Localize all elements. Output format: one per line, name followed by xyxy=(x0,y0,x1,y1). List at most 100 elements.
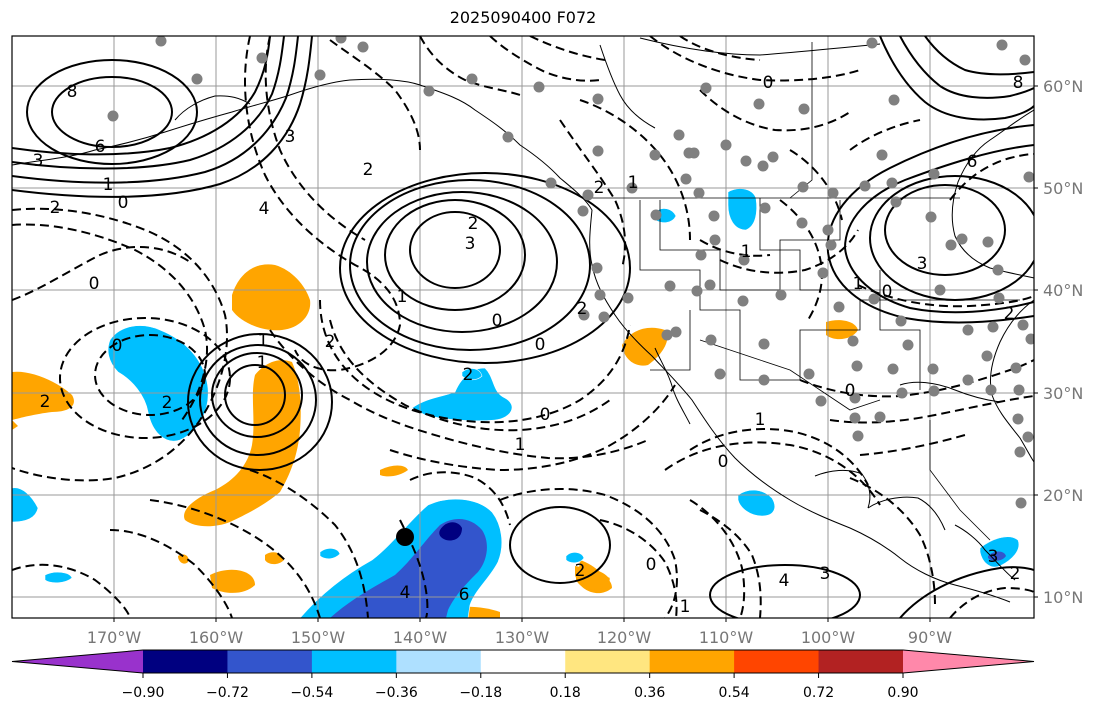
colorbar-tick-label: 0.54 xyxy=(719,685,750,701)
station-dot xyxy=(874,411,886,423)
station-dot xyxy=(191,73,203,85)
station-dot xyxy=(738,254,750,266)
station-dot xyxy=(866,37,878,49)
station-dot xyxy=(962,374,974,386)
longitude-tick-label: 110°W xyxy=(699,628,754,647)
station-dot xyxy=(737,295,749,307)
contour-label: 6 xyxy=(459,585,470,605)
plot-frame xyxy=(11,35,1035,619)
contour-label: 8 xyxy=(1013,73,1024,93)
orange-region xyxy=(178,554,189,564)
contour-label: 3 xyxy=(917,254,928,274)
colorbar-tick-label: 0.18 xyxy=(550,685,581,701)
station-dot xyxy=(1017,319,1029,331)
colorbar-segment xyxy=(311,650,397,673)
longitude-tick-label: 100°W xyxy=(801,628,856,647)
station-dot xyxy=(1019,54,1031,66)
station-dot xyxy=(622,292,634,304)
station-dot xyxy=(740,155,752,167)
station-dot xyxy=(582,189,594,201)
cyan-region xyxy=(461,368,483,381)
station-dot xyxy=(982,236,994,248)
contour-label: 2 xyxy=(463,365,474,385)
station-dot xyxy=(868,293,880,305)
station-dot xyxy=(335,36,347,44)
contour-label: 1 xyxy=(397,287,408,307)
station-dot xyxy=(591,262,603,274)
station-dot xyxy=(925,211,937,223)
station-dot xyxy=(357,41,369,53)
longitude-tick-label: 130°W xyxy=(495,628,550,647)
station-dot xyxy=(673,129,685,141)
colorbar-over-triangle xyxy=(903,650,1034,673)
station-dot xyxy=(626,182,638,194)
contour-label: 6 xyxy=(95,137,106,157)
colorbar-segment xyxy=(734,650,820,673)
colorbar-tick-label: −0.72 xyxy=(206,685,249,701)
contour-label: 2 xyxy=(1004,304,1015,324)
cyan-region xyxy=(44,571,73,584)
station-dot xyxy=(688,147,700,159)
orange-region xyxy=(184,360,301,527)
station-dot xyxy=(847,335,859,347)
contour-label: 1 xyxy=(103,175,114,195)
station-dot xyxy=(796,217,808,229)
latitude-tick-label: 20°N xyxy=(1043,486,1083,505)
contour-label: 0 xyxy=(89,274,100,294)
station-dot xyxy=(775,289,787,301)
contour-label: 0 xyxy=(646,555,657,575)
colorbar-segment xyxy=(143,650,228,673)
longitude-tick-label: 150°W xyxy=(291,628,346,647)
colorbar-segment xyxy=(480,650,566,673)
contour-label: 2 xyxy=(468,214,479,234)
station-dot xyxy=(758,374,770,386)
contour-label: 0 xyxy=(118,193,129,213)
orange-region xyxy=(265,552,284,565)
contour-label: 2 xyxy=(50,198,61,218)
contour-label: 2 xyxy=(325,332,336,352)
station-dot xyxy=(708,210,720,222)
station-dot xyxy=(928,168,940,180)
longitude-tick-label: 120°W xyxy=(597,628,652,647)
station-dot xyxy=(1023,171,1034,183)
station-dot xyxy=(888,94,900,106)
station-dot xyxy=(423,85,435,97)
station-dot xyxy=(1012,413,1024,425)
station-dot xyxy=(714,368,726,380)
station-dot xyxy=(827,187,839,199)
colorbar-tick-label: −0.54 xyxy=(290,685,333,701)
station-dot xyxy=(876,149,888,161)
contour-label: 2 xyxy=(1010,564,1021,584)
orange-region xyxy=(210,569,255,593)
latitude-tick-label: 40°N xyxy=(1043,281,1083,300)
station-dot xyxy=(996,39,1008,51)
latitude-axis: 60°N 50°N 40°N 30°N 20°N 10°N xyxy=(1034,77,1083,607)
station-dot xyxy=(700,82,712,94)
station-dot xyxy=(987,321,999,333)
contour-label: 1 xyxy=(258,331,269,351)
station-dot xyxy=(705,334,717,346)
station-dot xyxy=(927,363,939,375)
station-dot xyxy=(981,350,993,362)
contour-label: 0 xyxy=(882,282,893,302)
solid-contours xyxy=(12,36,1034,618)
station-dot xyxy=(992,264,1004,276)
station-dot xyxy=(314,69,326,81)
station-dot xyxy=(962,324,974,336)
station-dots xyxy=(107,36,1034,509)
station-dot xyxy=(849,412,861,424)
station-dot xyxy=(1010,362,1022,374)
station-dot xyxy=(1015,497,1027,509)
cyan-region xyxy=(565,552,585,564)
station-dot xyxy=(859,180,871,192)
contour-label: 4 xyxy=(779,571,790,591)
contour-label: 0 xyxy=(492,311,503,331)
colorbar: −0.90 −0.72 −0.54 −0.36 −0.18 0.18 0.36 0.54 0.7… xyxy=(11,649,1035,701)
cyan-region xyxy=(737,489,775,517)
navy-region xyxy=(439,522,462,541)
station-dot xyxy=(825,239,837,251)
contour-label: 0 xyxy=(540,405,551,425)
station-dot xyxy=(1013,384,1025,396)
station-dot xyxy=(758,338,770,350)
